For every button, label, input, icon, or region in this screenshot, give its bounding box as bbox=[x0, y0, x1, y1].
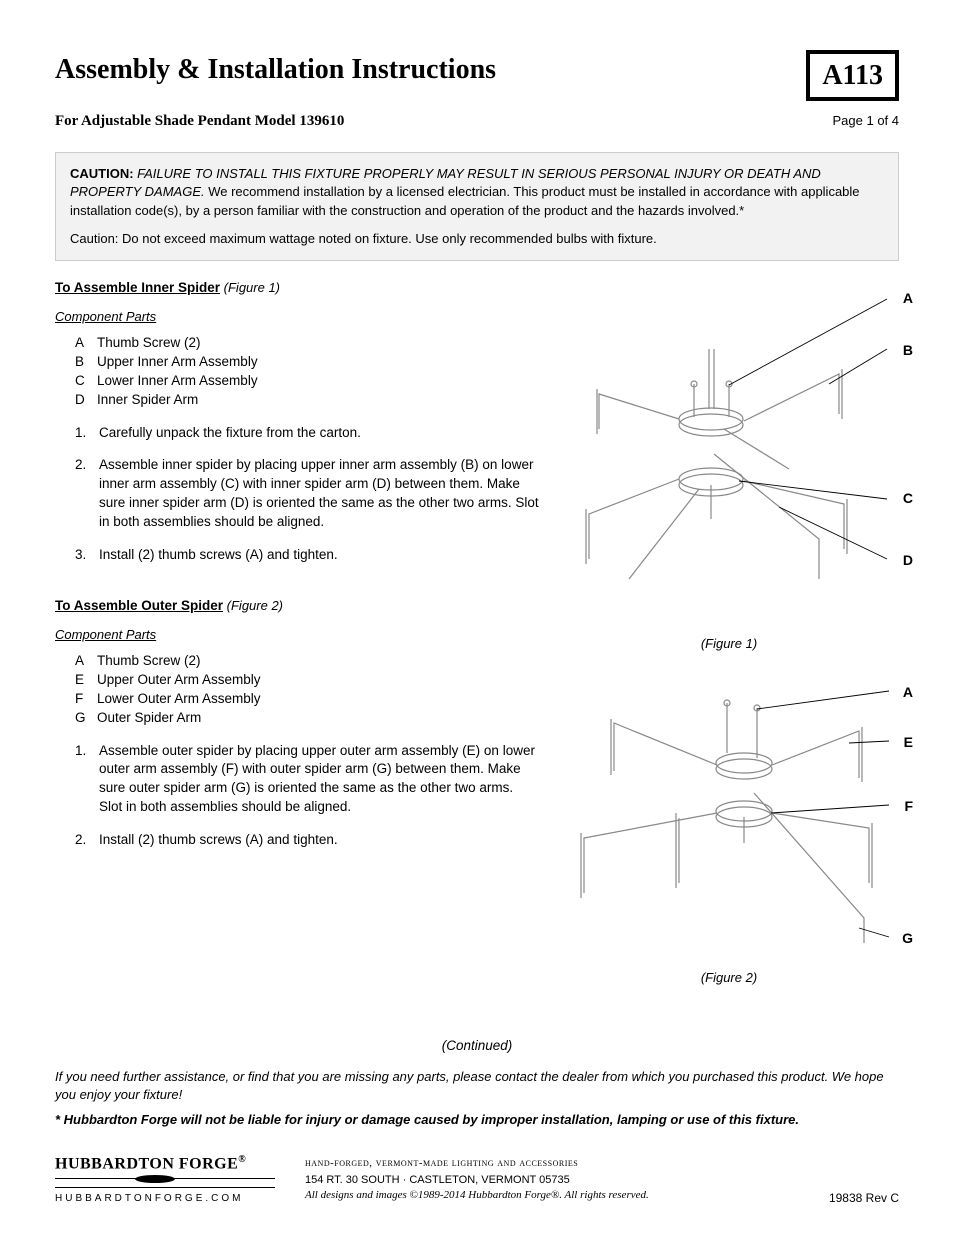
fig2-label-f: F bbox=[904, 797, 913, 817]
part-text: Upper Inner Arm Assembly bbox=[97, 353, 258, 372]
fig1-label-d: D bbox=[903, 551, 913, 571]
figure-1-svg bbox=[559, 289, 899, 629]
right-column: A B C D (Figure 1) bbox=[559, 279, 899, 1017]
part-letter: A bbox=[75, 652, 97, 671]
section1-heading: To Assemble Inner Spider bbox=[55, 280, 220, 295]
content-row: To Assemble Inner Spider (Figure 1) Comp… bbox=[55, 279, 899, 1017]
footer-address: 154 RT. 30 SOUTH · CASTLETON, VERMONT 05… bbox=[305, 1173, 799, 1188]
part-item: AThumb Screw (2) bbox=[75, 334, 539, 353]
part-item: GOuter Spider Arm bbox=[75, 709, 539, 728]
logo-name: HUBBARDTON FORGE bbox=[55, 1155, 238, 1172]
fig1-label-c: C bbox=[903, 489, 913, 509]
step-text: Assemble inner spider by placing upper i… bbox=[99, 456, 539, 532]
logo-divider-2 bbox=[55, 1187, 275, 1188]
section-outer-spider: To Assemble Outer Spider (Figure 2) Comp… bbox=[55, 597, 539, 850]
part-text: Lower Outer Arm Assembly bbox=[97, 690, 261, 709]
section2-heading: To Assemble Outer Spider bbox=[55, 598, 223, 613]
logo-text: HUBBARDTON FORGE® bbox=[55, 1153, 275, 1176]
figure-1: A B C D (Figure 1) bbox=[559, 289, 899, 653]
caution-warning: CAUTION: FAILURE TO INSTALL THIS FIXTURE… bbox=[70, 165, 884, 220]
step-item: 1.Assemble outer spider by placing upper… bbox=[75, 742, 539, 818]
footer-middle: hand-forged, vermont-made lighting and a… bbox=[305, 1156, 799, 1204]
figure-2: A E F G (Figure 2) bbox=[559, 683, 899, 987]
footer-copyright: All designs and images ©1989-2014 Hubbar… bbox=[305, 1188, 799, 1203]
step-number: 2. bbox=[75, 831, 99, 850]
section1-subhead: Component Parts bbox=[55, 308, 539, 326]
part-letter: G bbox=[75, 709, 97, 728]
header-row: Assembly & Installation Instructions A11… bbox=[55, 50, 899, 101]
liability-text: * Hubbardton Forge will not be liable fo… bbox=[55, 1111, 899, 1129]
figure-2-caption: (Figure 2) bbox=[559, 969, 899, 987]
part-letter: C bbox=[75, 372, 97, 391]
assistance-text: If you need further assistance, or find … bbox=[55, 1068, 899, 1104]
subtitle: For Adjustable Shade Pendant Model 13961… bbox=[55, 111, 344, 132]
part-letter: B bbox=[75, 353, 97, 372]
part-text: Upper Outer Arm Assembly bbox=[97, 671, 261, 690]
step-item: 2.Assemble inner spider by placing upper… bbox=[75, 456, 539, 532]
step-number: 3. bbox=[75, 546, 99, 565]
section1-parts-list: AThumb Screw (2) BUpper Inner Arm Assemb… bbox=[55, 334, 539, 410]
part-item: FLower Outer Arm Assembly bbox=[75, 690, 539, 709]
part-text: Outer Spider Arm bbox=[97, 709, 201, 728]
part-letter: F bbox=[75, 690, 97, 709]
step-item: 3.Install (2) thumb screws (A) and tight… bbox=[75, 546, 539, 565]
part-text: Lower Inner Arm Assembly bbox=[97, 372, 258, 391]
part-item: EUpper Outer Arm Assembly bbox=[75, 671, 539, 690]
caution-box: CAUTION: FAILURE TO INSTALL THIS FIXTURE… bbox=[55, 152, 899, 261]
document-code: A113 bbox=[806, 50, 899, 101]
logo-block: HUBBARDTON FORGE® HUBBARDTONFORGE.COM bbox=[55, 1153, 275, 1207]
part-letter: A bbox=[75, 334, 97, 353]
page-number: Page 1 of 4 bbox=[833, 112, 900, 130]
step-item: 1.Carefully unpack the fixture from the … bbox=[75, 424, 539, 443]
footer: HUBBARDTON FORGE® HUBBARDTONFORGE.COM ha… bbox=[55, 1153, 899, 1207]
part-letter: D bbox=[75, 391, 97, 410]
step-text: Install (2) thumb screws (A) and tighten… bbox=[99, 546, 338, 565]
section1-steps: 1.Carefully unpack the fixture from the … bbox=[55, 424, 539, 565]
step-text: Carefully unpack the fixture from the ca… bbox=[99, 424, 361, 443]
figure-1-caption: (Figure 1) bbox=[559, 635, 899, 653]
part-item: CLower Inner Arm Assembly bbox=[75, 372, 539, 391]
fig2-label-e: E bbox=[904, 733, 913, 753]
revision-number: 19838 Rev C bbox=[829, 1190, 899, 1207]
step-number: 2. bbox=[75, 456, 99, 532]
part-item: AThumb Screw (2) bbox=[75, 652, 539, 671]
fig2-label-a: A bbox=[903, 683, 913, 703]
step-text: Assemble outer spider by placing upper o… bbox=[99, 742, 539, 818]
logo-ornament-icon bbox=[55, 1174, 255, 1184]
main-title: Assembly & Installation Instructions bbox=[55, 50, 496, 89]
section2-steps: 1.Assemble outer spider by placing upper… bbox=[55, 742, 539, 850]
part-text: Thumb Screw (2) bbox=[97, 652, 201, 671]
section2-subhead: Component Parts bbox=[55, 626, 539, 644]
step-number: 1. bbox=[75, 424, 99, 443]
subtitle-row: For Adjustable Shade Pendant Model 13961… bbox=[55, 111, 899, 132]
footer-tagline: hand-forged, vermont-made lighting and a… bbox=[305, 1156, 799, 1171]
fig1-label-b: B bbox=[903, 341, 913, 361]
step-item: 2.Install (2) thumb screws (A) and tight… bbox=[75, 831, 539, 850]
section2-parts-list: AThumb Screw (2) EUpper Outer Arm Assemb… bbox=[55, 652, 539, 728]
part-text: Thumb Screw (2) bbox=[97, 334, 201, 353]
fig2-label-g: G bbox=[902, 929, 913, 949]
section-inner-spider: To Assemble Inner Spider (Figure 1) Comp… bbox=[55, 279, 539, 565]
wattage-caution: Caution: Do not exceed maximum wattage n… bbox=[70, 230, 884, 248]
logo-divider bbox=[55, 1178, 275, 1179]
registered-icon: ® bbox=[238, 1154, 246, 1165]
logo-url: HUBBARDTONFORGE.COM bbox=[55, 1192, 275, 1206]
step-text: Install (2) thumb screws (A) and tighten… bbox=[99, 831, 338, 850]
part-letter: E bbox=[75, 671, 97, 690]
step-number: 1. bbox=[75, 742, 99, 818]
section1-figref: (Figure 1) bbox=[220, 280, 280, 295]
part-item: BUpper Inner Arm Assembly bbox=[75, 353, 539, 372]
caution-label: CAUTION: bbox=[70, 166, 134, 181]
part-text: Inner Spider Arm bbox=[97, 391, 198, 410]
fig1-label-a: A bbox=[903, 289, 913, 309]
continued-label: (Continued) bbox=[55, 1037, 899, 1056]
section2-figref: (Figure 2) bbox=[223, 598, 283, 613]
figure-2-svg bbox=[559, 683, 899, 963]
part-item: DInner Spider Arm bbox=[75, 391, 539, 410]
left-column: To Assemble Inner Spider (Figure 1) Comp… bbox=[55, 279, 539, 1017]
